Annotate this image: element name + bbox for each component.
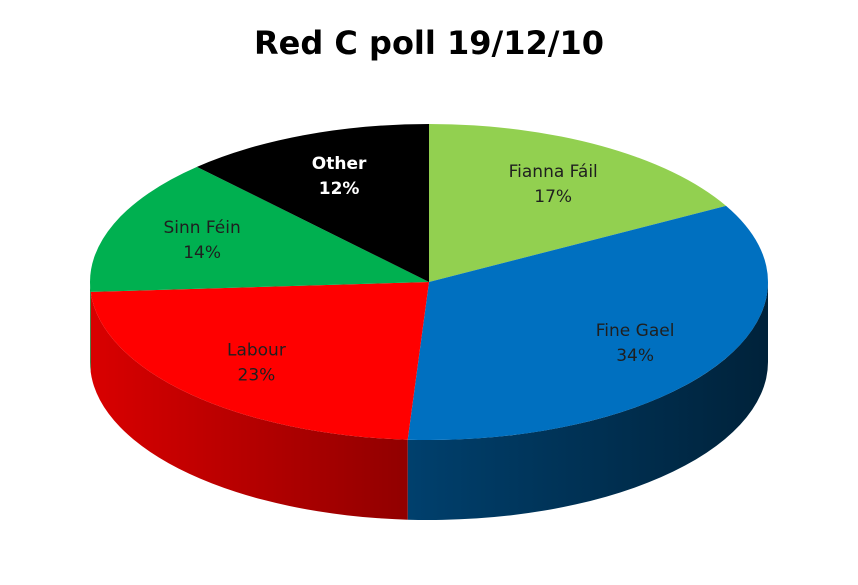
- pie-slice: [429, 124, 727, 282]
- pie-slice: [196, 124, 429, 282]
- value-label: 17%: [534, 187, 572, 207]
- value-label: 34%: [616, 346, 654, 366]
- pie-side: [407, 282, 768, 521]
- pie-side: [90, 282, 91, 372]
- slice-label: Sinn Féin: [163, 218, 240, 238]
- slice-label: Labour: [227, 340, 286, 360]
- value-label: 14%: [183, 243, 221, 263]
- slice-label: Fine Gael: [596, 321, 675, 341]
- value-label: 23%: [238, 365, 276, 385]
- pie-slice: [90, 166, 429, 292]
- slice-label: Fianna Fáil: [509, 162, 598, 182]
- value-label: 12%: [319, 179, 360, 199]
- slice-label: Other: [312, 154, 367, 174]
- pie-labels: Fianna Fáil 17% Fine Gael 34% Labour 23% Sinn …: [163, 154, 674, 385]
- pie-slice: [407, 205, 769, 441]
- pie-slice: [90, 282, 430, 440]
- pie-sides: [90, 282, 768, 521]
- pie-side: [90, 291, 408, 520]
- chart-title: Red C poll 19/12/10: [254, 24, 604, 62]
- pie-tops: [90, 124, 769, 441]
